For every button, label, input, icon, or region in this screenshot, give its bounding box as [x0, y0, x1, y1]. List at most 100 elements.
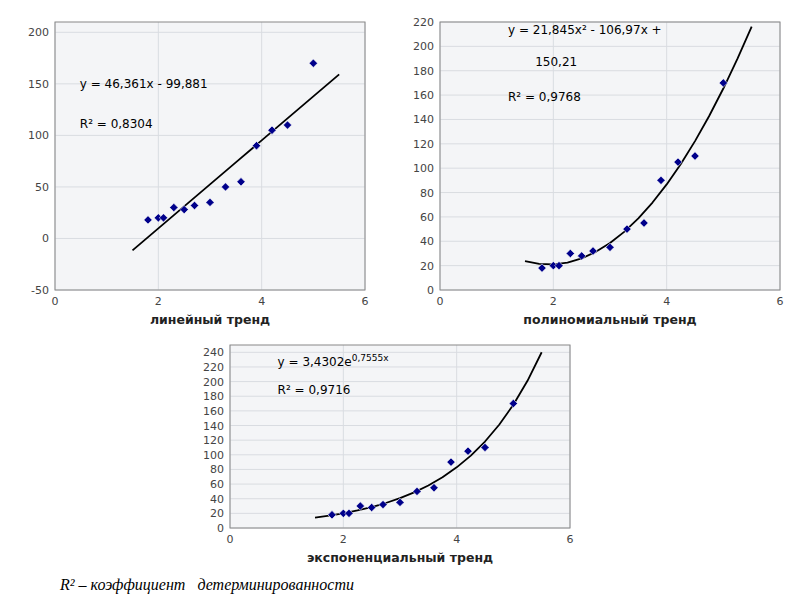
data-point [691, 152, 699, 160]
data-point [555, 261, 563, 269]
y-tick-label: 200 [203, 376, 224, 389]
x-tick-label: 0 [227, 533, 234, 546]
annotation: R² = 0,8304 [80, 117, 153, 131]
data-point [430, 484, 438, 492]
grid-line [440, 119, 780, 120]
data-point [237, 178, 245, 186]
annotation: y = 21,845x² - 106,97x + [508, 23, 662, 37]
data-point [589, 247, 597, 255]
y-tick-label: 0 [42, 232, 49, 245]
grid-line [55, 32, 365, 33]
y-tick-label: 180 [413, 65, 434, 78]
data-point [170, 203, 178, 211]
y-tick-label: 160 [203, 405, 224, 418]
grid-line [343, 345, 344, 528]
y-tick-label: 200 [413, 40, 434, 53]
x-tick-label: 4 [258, 295, 265, 308]
data-point [577, 252, 585, 260]
grid-line [440, 168, 780, 169]
y-tick-label: 100 [28, 129, 49, 142]
grid-line [55, 135, 365, 136]
x-tick-label: 2 [155, 295, 162, 308]
data-point [657, 176, 665, 184]
data-point [283, 121, 291, 129]
data-point [640, 219, 648, 227]
plot-area [55, 22, 365, 290]
data-point [413, 487, 421, 495]
data-point [180, 205, 188, 213]
plot-frame [440, 22, 780, 290]
plot-area [230, 345, 570, 528]
y-tick-label: 60 [210, 478, 224, 491]
y-tick-label: 40 [420, 235, 434, 248]
grid-line [230, 454, 570, 455]
grid-line [440, 143, 780, 144]
x-tick-label: 6 [777, 295, 784, 308]
annotation-superscript: 0,7555x [352, 353, 389, 363]
x-tick-label: 6 [362, 295, 369, 308]
y-tick-label: 120 [413, 138, 434, 151]
annotation: 150,21 [535, 55, 577, 69]
x-tick-label: 0 [52, 295, 59, 308]
annotation-text: R² = 0,9768 [508, 90, 581, 104]
y-tick-label: 220 [203, 361, 224, 374]
y-tick-label: -50 [31, 284, 49, 297]
data-point [379, 500, 387, 508]
grid-line [158, 22, 159, 290]
x-tick-label: 0 [437, 295, 444, 308]
grid-line [440, 192, 780, 193]
y-tick-label: 60 [420, 211, 434, 224]
x-tick-label: 4 [663, 295, 670, 308]
annotation-text: R² = 0,9716 [278, 383, 351, 397]
y-tick-label: 100 [413, 162, 434, 175]
caption: R² – коэффициент детерминированности [59, 576, 354, 594]
data-point [328, 511, 336, 519]
data-point [367, 503, 375, 511]
data-point [719, 79, 727, 87]
data-point [268, 126, 276, 134]
grid-line [261, 22, 262, 290]
data-point [566, 249, 574, 257]
data-point [674, 158, 682, 166]
data-point [159, 214, 167, 222]
trend-line [133, 74, 340, 250]
y-tick-label: 0 [427, 284, 434, 297]
data-point [606, 243, 614, 251]
y-tick-label: 180 [203, 390, 224, 403]
data-point [144, 216, 152, 224]
data-point [206, 198, 214, 206]
x-axis-label: экспоненциальный тренд [307, 550, 493, 565]
x-axis-label: полиномиальный тренд [523, 312, 696, 327]
data-point [190, 201, 198, 209]
data-point [252, 141, 260, 149]
grid-line [230, 440, 570, 441]
data-point [309, 59, 317, 67]
y-tick-label: 50 [35, 181, 49, 194]
grid-line [230, 410, 570, 411]
y-tick-label: 140 [413, 113, 434, 126]
grid-line [440, 46, 780, 47]
figure: -500501001502000246y = 46,361x - 99,881R… [0, 0, 800, 600]
x-tick-label: 2 [340, 533, 347, 546]
grid-line [230, 425, 570, 426]
y-tick-label: 80 [420, 187, 434, 200]
grid-line [230, 513, 570, 514]
annotation-text: y = 3,4302e [278, 355, 352, 369]
grid-line [55, 238, 365, 239]
y-tick-label: 220 [413, 16, 434, 29]
y-tick-label: 40 [210, 493, 224, 506]
annotation: y = 46,361x - 99,881 [80, 77, 208, 91]
y-tick-label: 150 [28, 78, 49, 91]
grid-line [230, 352, 570, 353]
data-point [345, 509, 353, 517]
data-point [447, 458, 455, 466]
y-tick-label: 120 [203, 434, 224, 447]
grid-line [440, 241, 780, 242]
annotation-text: R² = 0,8304 [80, 117, 153, 131]
data-point [396, 498, 404, 506]
trend-line [525, 27, 752, 265]
plot-frame [230, 345, 570, 528]
annotation: R² = 0,9716 [278, 383, 351, 397]
data-layer [315, 352, 542, 519]
chart-panel: 0204060801001201401601802002202400246y =… [203, 345, 574, 565]
